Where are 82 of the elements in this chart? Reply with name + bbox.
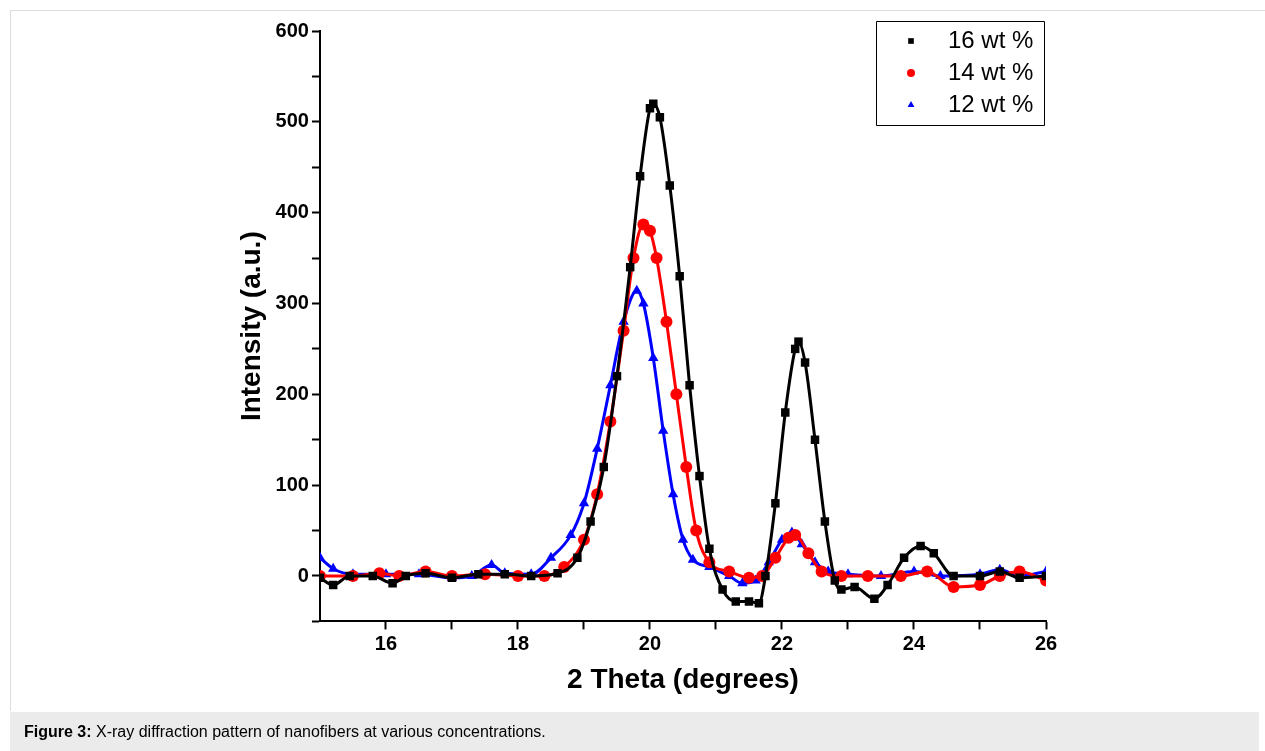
- point: [327, 562, 339, 572]
- legend-label: 12 wt %: [948, 89, 1034, 117]
- x-axis-title: 2 Theta (degrees): [567, 662, 799, 694]
- point: [1015, 573, 1024, 583]
- point: [894, 569, 907, 582]
- legend-label: 14 wt %: [948, 57, 1034, 85]
- point: [870, 594, 879, 603]
- point: [690, 524, 703, 537]
- point: [677, 533, 689, 543]
- point: [553, 569, 562, 578]
- y-tick-label: 400: [275, 200, 309, 223]
- point: [837, 585, 846, 594]
- x-tick-label: 18: [506, 631, 530, 654]
- point: [388, 579, 397, 588]
- x-tick-label: 24: [902, 631, 926, 654]
- point: [680, 460, 693, 473]
- point: [744, 597, 754, 606]
- point: [591, 442, 603, 452]
- y-tick-label: 0: [297, 563, 309, 586]
- x-tick-label: 16: [374, 631, 398, 654]
- point: [660, 315, 673, 328]
- point: [789, 529, 802, 542]
- point: [769, 551, 782, 564]
- point: [649, 99, 658, 108]
- point: [723, 565, 736, 578]
- caption: Figure 3: X-ray diffraction pattern of nanofibers at various concentrations.: [24, 722, 547, 742]
- point: [974, 579, 986, 592]
- point: [731, 597, 741, 606]
- y-tick-label: 500: [275, 109, 309, 132]
- point: [670, 388, 683, 401]
- y-axis-title: Intensity (a.u.): [234, 231, 266, 422]
- point: [675, 272, 684, 281]
- point: [685, 381, 694, 390]
- point: [643, 224, 656, 237]
- x-tick-label: 20: [638, 631, 662, 654]
- point: [947, 580, 960, 593]
- point: [883, 580, 892, 590]
- point: [830, 576, 840, 585]
- point: [794, 337, 803, 346]
- point: [810, 435, 820, 444]
- y-tick-label: 600: [275, 18, 309, 41]
- point: [705, 544, 714, 553]
- point: [665, 181, 675, 190]
- point: [929, 549, 939, 558]
- point: [949, 571, 958, 581]
- x-tick-label: 22: [770, 631, 794, 654]
- point: [687, 553, 699, 563]
- point: [421, 569, 430, 578]
- point: [921, 565, 934, 578]
- point: [802, 547, 815, 560]
- point: [781, 408, 790, 417]
- point: [474, 569, 483, 579]
- point: [345, 571, 354, 581]
- point: [800, 358, 810, 367]
- y-tick-label: 100: [275, 472, 309, 495]
- point: [667, 488, 679, 498]
- point: [995, 567, 1005, 576]
- x-tick-label: 26: [1034, 631, 1058, 654]
- point: [771, 499, 780, 508]
- point: [695, 471, 704, 481]
- point: [648, 351, 659, 361]
- point: [761, 571, 770, 581]
- point: [657, 424, 669, 434]
- point: [650, 252, 663, 265]
- point: [631, 284, 642, 294]
- point: [655, 113, 665, 122]
- point: [565, 529, 576, 539]
- point: [586, 517, 595, 526]
- point: [815, 565, 828, 578]
- point: [545, 551, 557, 561]
- point: [850, 582, 859, 592]
- legend-label: 16 wt %: [948, 25, 1034, 53]
- point: [573, 553, 582, 563]
- point: [578, 497, 590, 507]
- y-tick-label: 200: [275, 381, 309, 404]
- point: [718, 585, 727, 594]
- point: [916, 541, 925, 551]
- point: [635, 172, 645, 181]
- y-tick-label: 300: [275, 291, 309, 314]
- point: [861, 569, 874, 582]
- point: [742, 571, 755, 584]
- point: [820, 517, 830, 526]
